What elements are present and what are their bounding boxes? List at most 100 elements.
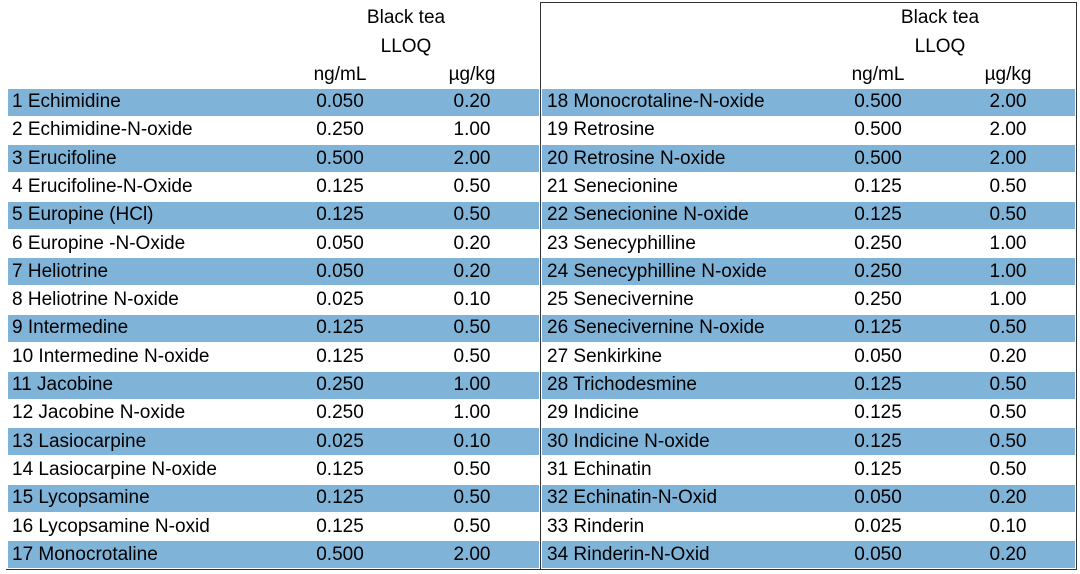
row-highlight bbox=[542, 371, 1075, 399]
lloq-ugkg: 0.20 bbox=[453, 91, 491, 112]
unit-header: µg/kg bbox=[448, 64, 496, 85]
lloq-ugkg: 0.50 bbox=[453, 175, 491, 197]
row-highlight bbox=[542, 314, 1075, 342]
compound-name: 3 Erucifoline bbox=[12, 147, 117, 169]
compound-name: 16 Lycopsamine N-oxid bbox=[12, 515, 210, 537]
lloq-ngml: 0.125 bbox=[854, 204, 902, 226]
lloq-ugkg: 2.00 bbox=[989, 91, 1027, 112]
lloq-ugkg: 1.00 bbox=[453, 402, 491, 424]
group-header: Black tea bbox=[900, 7, 980, 28]
row-highlight bbox=[542, 145, 1075, 173]
compound-name: 25 Senecivernine bbox=[547, 289, 694, 311]
compound-name: 6 Europine -N-Oxide bbox=[12, 232, 186, 254]
lloq-ngml: 0.025 bbox=[854, 515, 902, 537]
lloq-ngml: 0.250 bbox=[316, 374, 364, 395]
lloq-ugkg: 0.50 bbox=[989, 317, 1027, 339]
lloq-ugkg: 0.20 bbox=[989, 487, 1027, 509]
row-highlight bbox=[8, 258, 539, 286]
lloq-ngml: 0.050 bbox=[854, 543, 902, 565]
row-highlight bbox=[8, 88, 539, 116]
lloq-ugkg: 2.00 bbox=[453, 543, 491, 565]
unit-header: ng/mL bbox=[851, 64, 905, 85]
lloq-ugkg: 1.00 bbox=[989, 260, 1027, 282]
row-highlight bbox=[8, 371, 539, 399]
lloq-ngml: 0.050 bbox=[316, 232, 364, 254]
lloq-ngml: 0.500 bbox=[854, 147, 902, 169]
lloq-ugkg: 1.00 bbox=[453, 119, 491, 141]
lloq-ngml: 0.025 bbox=[316, 289, 364, 311]
lloq-ugkg: 0.50 bbox=[989, 430, 1027, 452]
lloq-ngml: 0.500 bbox=[854, 119, 902, 141]
lloq-ugkg: 1.00 bbox=[989, 289, 1027, 311]
compound-name: 2 Echimidine-N-oxide bbox=[12, 119, 193, 141]
row-highlight bbox=[542, 201, 1075, 229]
lloq-ugkg: 0.50 bbox=[453, 345, 491, 367]
lloq-ngml: 0.125 bbox=[854, 175, 902, 197]
lloq-ugkg: 0.20 bbox=[453, 260, 491, 282]
compound-name: 12 Jacobine N-oxide bbox=[12, 402, 186, 424]
lloq-ugkg: 1.00 bbox=[989, 232, 1027, 254]
lloq-ngml: 0.125 bbox=[854, 430, 902, 452]
compound-name: 27 Senkirkine bbox=[547, 345, 663, 367]
lloq-ugkg: 0.20 bbox=[989, 543, 1027, 565]
compound-name: 20 Retrosine N-oxide bbox=[547, 147, 726, 169]
lloq-ugkg: 0.50 bbox=[453, 515, 491, 537]
compound-name: 30 Indicine N-oxide bbox=[547, 430, 710, 452]
lloq-ngml: 0.125 bbox=[854, 402, 902, 424]
lloq-ngml: 0.500 bbox=[316, 147, 364, 169]
row-highlight bbox=[8, 201, 539, 229]
lloq-ngml: 0.125 bbox=[316, 317, 364, 339]
compound-name: 26 Senecivernine N-oxide bbox=[547, 317, 765, 339]
lloq-ugkg: 0.50 bbox=[453, 204, 491, 226]
lloq-ugkg: 0.50 bbox=[989, 175, 1027, 197]
lloq-ngml: 0.250 bbox=[316, 402, 364, 424]
compound-name: 24 Senecyphilline N-oxide bbox=[547, 260, 767, 282]
lloq-ngml: 0.025 bbox=[316, 430, 364, 452]
lloq-ngml: 0.050 bbox=[316, 91, 364, 112]
row-highlight bbox=[542, 428, 1075, 456]
lloq-ngml: 0.125 bbox=[316, 175, 364, 197]
lloq-ngml: 0.050 bbox=[854, 345, 902, 367]
compound-name: 31 Echinatin bbox=[547, 458, 652, 480]
group-header: Black tea bbox=[366, 7, 446, 28]
sub-header: LLOQ bbox=[914, 36, 966, 57]
compound-name: 14 Lasiocarpine N-oxide bbox=[12, 458, 217, 480]
lloq-ngml: 0.050 bbox=[854, 487, 902, 509]
compound-name: 10 Intermedine N-oxide bbox=[12, 345, 210, 367]
lloq-ugkg: 0.50 bbox=[453, 487, 491, 509]
lloq-ugkg: 0.10 bbox=[453, 289, 491, 311]
lloq-ngml: 0.125 bbox=[854, 317, 902, 339]
lloq-ugkg: 2.00 bbox=[989, 119, 1027, 141]
lloq-ugkg: 0.10 bbox=[989, 515, 1027, 537]
lloq-ngml: 0.250 bbox=[316, 119, 364, 141]
compound-name: 17 Monocrotaline bbox=[12, 543, 158, 565]
sub-header: LLOQ bbox=[380, 36, 432, 57]
lloq-ugkg: 0.50 bbox=[453, 458, 491, 480]
compound-name: 13 Lasiocarpine bbox=[12, 430, 147, 452]
lloq-ngml: 0.500 bbox=[316, 543, 364, 565]
compound-name: 8 Heliotrine N-oxide bbox=[12, 289, 179, 311]
lloq-ugkg: 2.00 bbox=[453, 147, 491, 169]
row-highlight bbox=[8, 428, 539, 456]
lloq-ngml: 0.250 bbox=[854, 289, 902, 311]
lloq-ngml: 0.125 bbox=[316, 487, 364, 509]
lloq-ugkg: 1.00 bbox=[453, 374, 491, 395]
compound-name: 34 Rinderin-N-Oxid bbox=[547, 543, 710, 565]
lloq-ngml: 0.050 bbox=[316, 260, 364, 282]
bottom-border bbox=[6, 569, 1077, 571]
compound-name: 21 Senecionine bbox=[547, 175, 678, 197]
lloq-ugkg: 0.20 bbox=[989, 345, 1027, 367]
compound-name: 32 Echinatin-N-Oxid bbox=[547, 487, 718, 509]
compound-name: 1 Echimidine bbox=[12, 91, 121, 112]
lloq-ugkg: 0.50 bbox=[989, 204, 1027, 226]
compound-name: 18 Monocrotaline-N-oxide bbox=[547, 91, 765, 112]
lloq-ugkg: 0.50 bbox=[989, 402, 1027, 424]
row-highlight bbox=[542, 484, 1075, 512]
lloq-ngml: 0.125 bbox=[316, 515, 364, 537]
lloq-ngml: 0.125 bbox=[316, 458, 364, 480]
row-highlight bbox=[542, 541, 1075, 569]
compound-name: 23 Senecyphilline bbox=[547, 232, 696, 254]
unit-header: ng/mL bbox=[313, 64, 367, 85]
lloq-ngml: 0.125 bbox=[316, 345, 364, 367]
compound-name: 22 Senecionine N-oxide bbox=[547, 204, 749, 226]
